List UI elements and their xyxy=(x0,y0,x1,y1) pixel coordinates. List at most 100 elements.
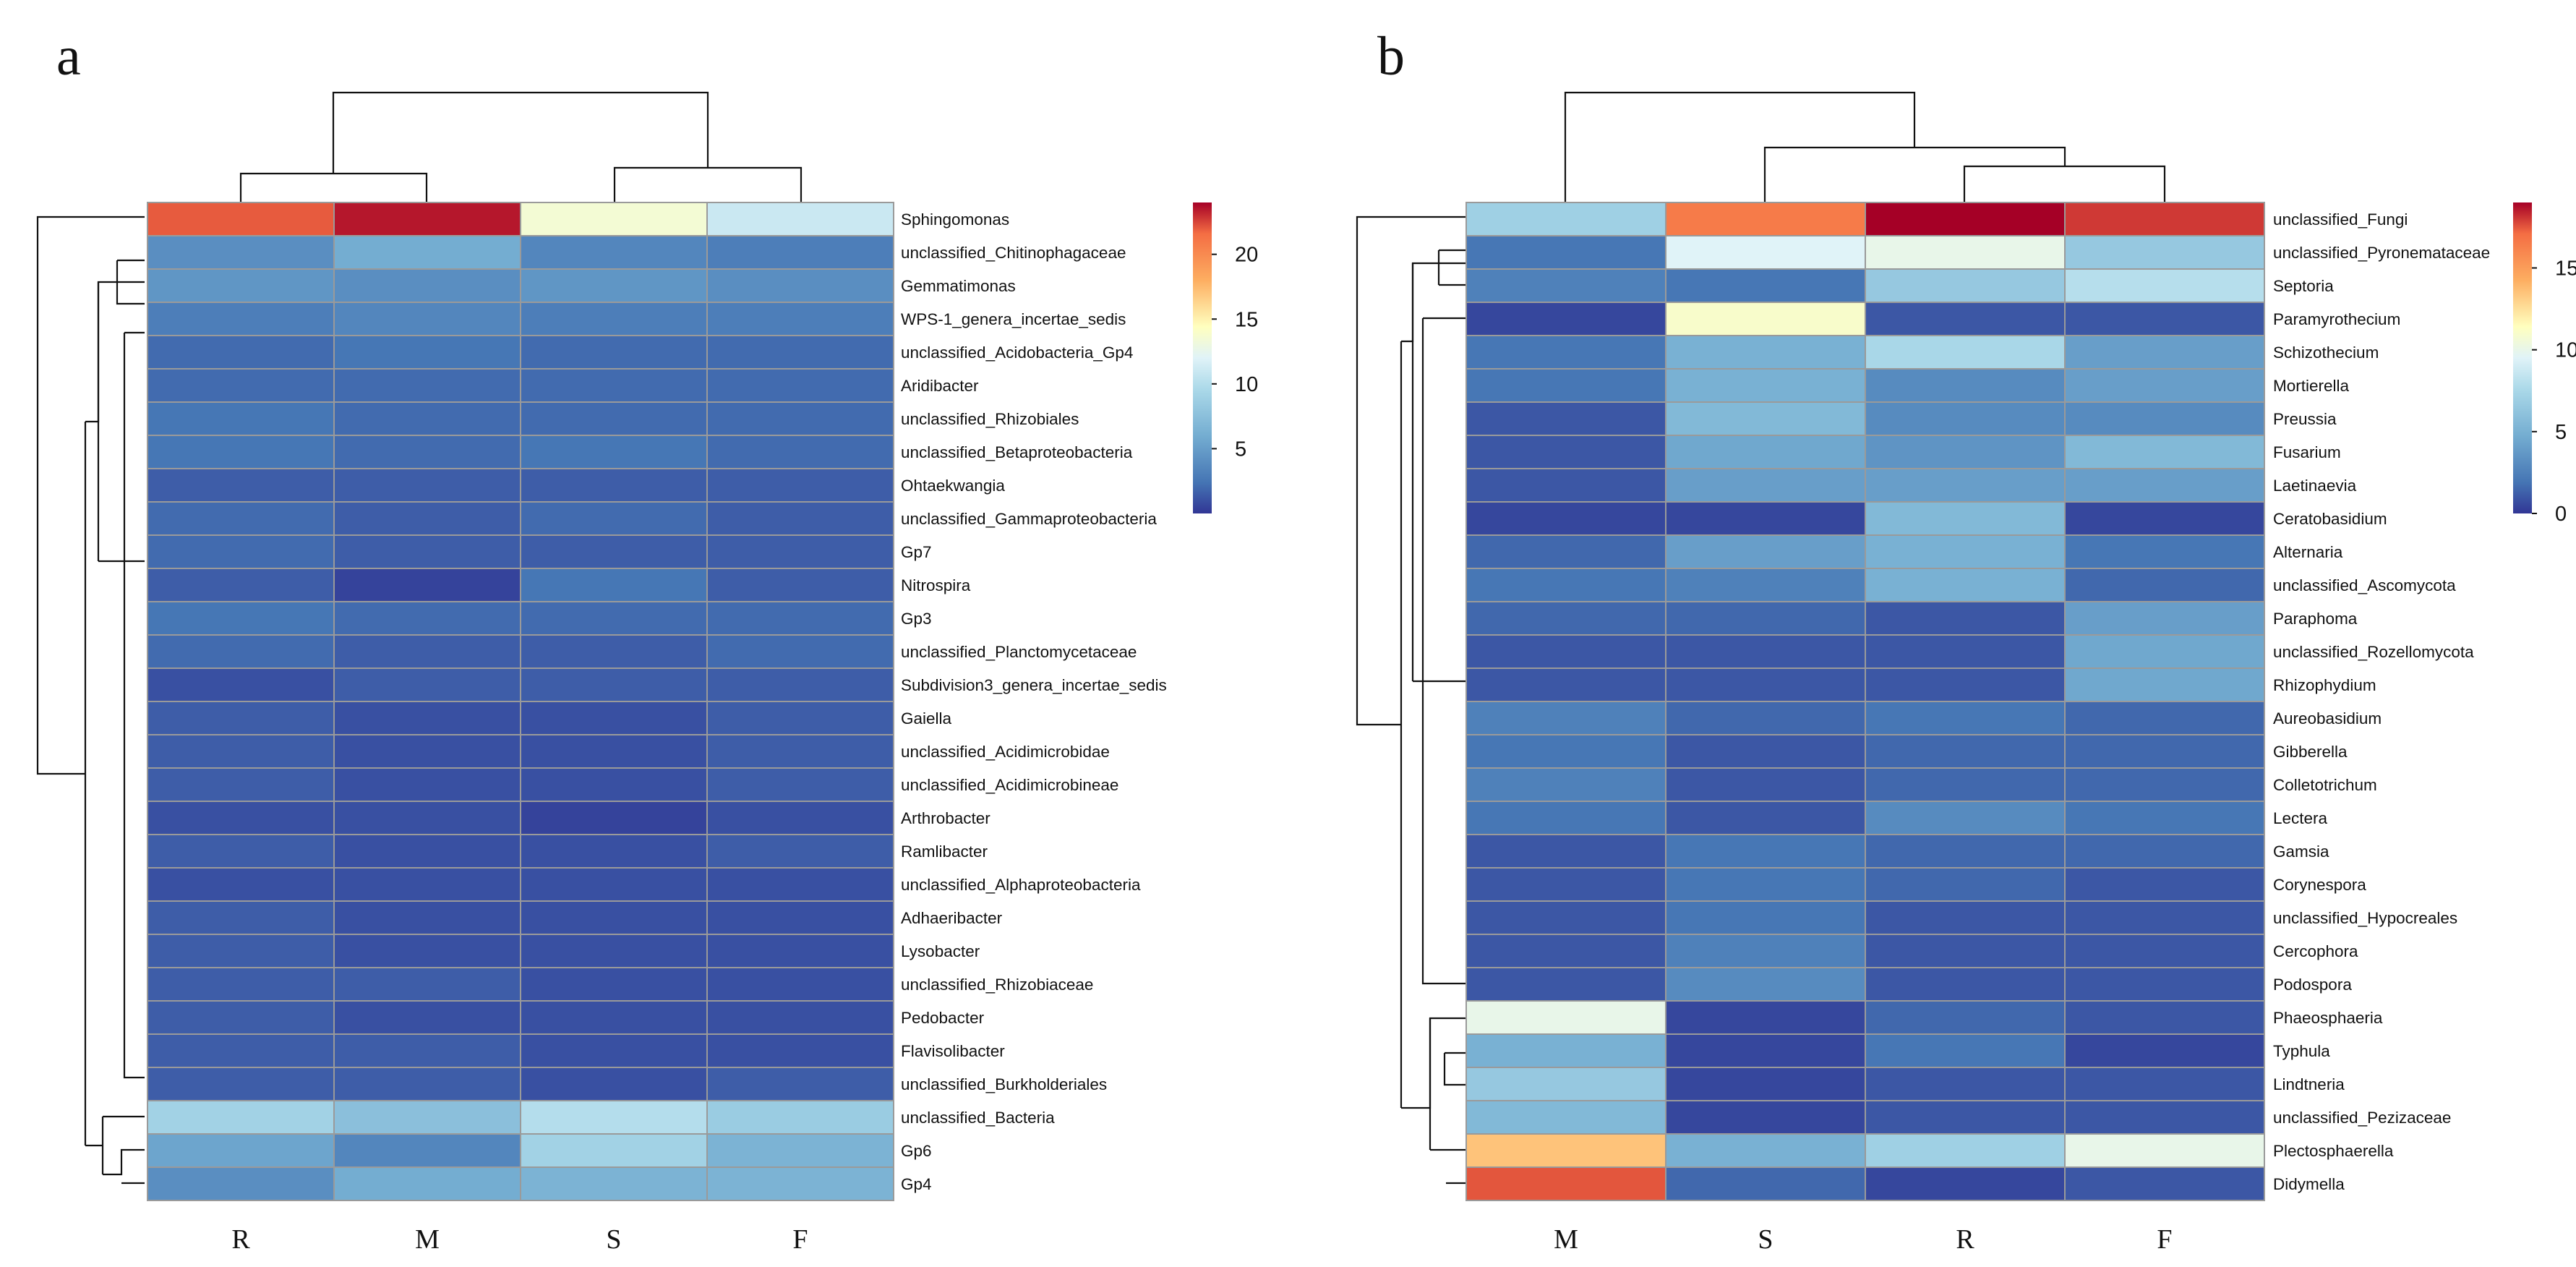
heatmap-cell xyxy=(1865,368,2066,403)
heatmap-cell xyxy=(706,401,894,436)
heatmap-cell xyxy=(1665,601,1866,636)
row-label: Gp7 xyxy=(901,543,932,561)
heatmap-cell xyxy=(333,368,521,403)
heatmap-cell xyxy=(706,934,894,968)
heatmap-cell xyxy=(520,701,708,735)
panel-a-label: a xyxy=(56,26,81,87)
heatmap-cell xyxy=(1665,335,1866,370)
heatmap-cell xyxy=(147,1067,335,1101)
heatmap-cell xyxy=(1465,534,1666,569)
heatmap-cell xyxy=(147,1100,335,1135)
heatmap-cell xyxy=(333,534,521,569)
heatmap-cell xyxy=(1665,967,1866,1002)
heatmap-cell xyxy=(2064,435,2265,469)
row-label: Adhaeribacter xyxy=(901,909,1003,927)
heatmap-cell xyxy=(1465,1067,1666,1101)
heatmap-cell xyxy=(1665,1000,1866,1035)
row-label: Paramyrothecium xyxy=(2273,310,2400,328)
legend-tick-label: 20 xyxy=(1235,244,1258,267)
heatmap-cell xyxy=(706,967,894,1002)
row-label: unclassified_Chitinophagaceae xyxy=(901,244,1126,262)
heatmap-cell xyxy=(1665,867,1866,902)
heatmap-cell xyxy=(1865,202,2066,236)
heatmap-cell xyxy=(2064,302,2265,336)
panel-b-color-legend: 0 5 10 15 xyxy=(2513,202,2576,526)
row-label: Septoria xyxy=(2273,277,2334,295)
heatmap-cell xyxy=(2064,1133,2265,1168)
heatmap-cell xyxy=(1465,335,1666,370)
heatmap-cell xyxy=(1465,934,1666,968)
heatmap-cell xyxy=(147,368,335,403)
heatmap-cell xyxy=(1865,1067,2066,1101)
row-label: unclassified_Pezizaceae xyxy=(2273,1109,2451,1127)
heatmap-cell xyxy=(333,900,521,935)
row-label: Aridibacter xyxy=(901,377,979,395)
heatmap-cell xyxy=(1865,667,2066,702)
row-label: unclassified_Rozellomycota xyxy=(2273,643,2474,661)
heatmap-cell xyxy=(1665,900,1866,935)
heatmap-cell xyxy=(1665,435,1866,469)
heatmap-cell xyxy=(2064,202,2265,236)
heatmap-cell xyxy=(2064,1000,2265,1035)
panel-a-color-legend: 5 10 15 20 xyxy=(1193,202,1258,513)
heatmap-cell xyxy=(333,767,521,802)
row-label: Schizothecium xyxy=(2273,344,2379,362)
row-label: Pedobacter xyxy=(901,1009,985,1027)
row-label: Flavisolibacter xyxy=(901,1042,1005,1060)
heatmap-cell xyxy=(333,834,521,869)
heatmap-cell xyxy=(147,801,335,835)
heatmap-cell xyxy=(2064,967,2265,1002)
heatmap-cell xyxy=(706,900,894,935)
heatmap-cell xyxy=(147,601,335,636)
legend-tick-label: 5 xyxy=(2555,421,2567,444)
row-label: Gamsia xyxy=(2273,842,2329,861)
heatmap-cell xyxy=(1465,767,1666,802)
row-label: Subdivision3_genera_incertae_sedis xyxy=(901,676,1167,694)
heatmap-cell xyxy=(706,734,894,769)
heatmap-cell xyxy=(706,268,894,303)
heatmap-cell xyxy=(520,302,708,336)
heatmap-cell xyxy=(333,401,521,436)
heatmap-cell xyxy=(1665,1033,1866,1068)
heatmap-cell xyxy=(1465,302,1666,336)
heatmap-cell xyxy=(1865,1133,2066,1168)
heatmap-cell xyxy=(1665,1100,1866,1135)
panel-b-label: b xyxy=(1377,26,1405,87)
heatmap-cell xyxy=(1465,1000,1666,1035)
heatmap-cell xyxy=(333,1166,521,1201)
heatmap-cell xyxy=(147,900,335,935)
panel-a-row-labels: Sphingomonas unclassified_Chitinophagacea… xyxy=(901,210,1167,1193)
heatmap-cell xyxy=(333,1133,521,1168)
heatmap-cell xyxy=(333,734,521,769)
heatmap-cell xyxy=(1465,268,1666,303)
row-label: unclassified_Acidimicrobineae xyxy=(901,776,1118,794)
heatmap-cell xyxy=(1865,601,2066,636)
heatmap-cell xyxy=(706,1033,894,1068)
heatmap-cell xyxy=(1465,501,1666,536)
heatmap-cell xyxy=(520,767,708,802)
heatmap-cell xyxy=(1465,667,1666,702)
heatmap-cell xyxy=(1465,801,1666,835)
column-label: R xyxy=(1956,1224,1974,1255)
heatmap-cell xyxy=(1665,302,1866,336)
heatmap-cell xyxy=(706,468,894,503)
heatmap-cell xyxy=(147,202,335,236)
heatmap-cell xyxy=(1665,202,1866,236)
heatmap-cell xyxy=(333,335,521,370)
heatmap-cell xyxy=(520,401,708,436)
row-label: Didymella xyxy=(2273,1175,2345,1193)
heatmap-cell xyxy=(1865,1000,2066,1035)
heatmap-cell xyxy=(706,1067,894,1101)
row-label: Lectera xyxy=(2273,809,2328,827)
heatmap-cell xyxy=(2064,734,2265,769)
heatmap-cell xyxy=(1865,934,2066,968)
heatmap-cell xyxy=(1865,967,2066,1002)
heatmap-cell xyxy=(1665,368,1866,403)
heatmap-cell xyxy=(706,534,894,569)
heatmap-cell xyxy=(1465,368,1666,403)
heatmap-cell xyxy=(1465,834,1666,869)
row-label: Gp4 xyxy=(901,1175,932,1193)
heatmap-cell xyxy=(147,501,335,536)
